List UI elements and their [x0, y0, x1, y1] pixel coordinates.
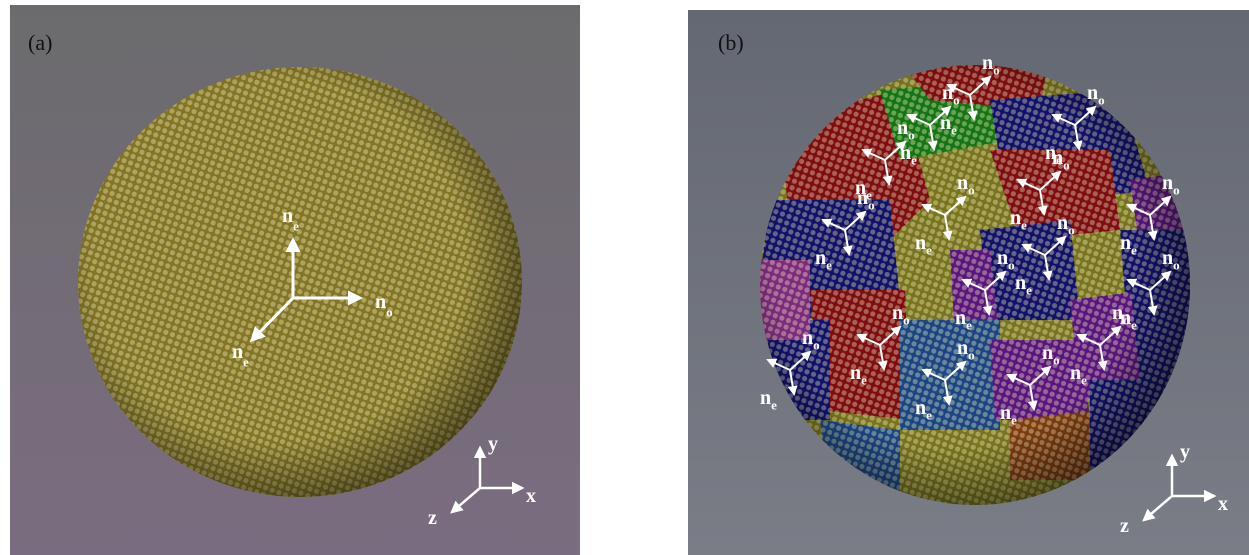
director-subscript: o [993, 62, 1000, 77]
director-symbol: n [897, 117, 908, 139]
director-subscript: o [903, 312, 910, 327]
director-symbol: n [1042, 342, 1053, 364]
director-subscript: o [1063, 157, 1070, 172]
director-symbol: n [232, 341, 243, 363]
director-subscript: o [1123, 312, 1130, 327]
director-symbol: n [1162, 172, 1173, 194]
sphere-a-shade [78, 67, 522, 497]
director-subscript: o [1068, 222, 1075, 237]
director-symbol: n [375, 291, 386, 313]
director-subscript: e [1081, 372, 1087, 387]
director-symbol: n [915, 232, 926, 254]
axis-label: x [526, 485, 536, 507]
panel-label: (b) [718, 30, 744, 55]
director-subscript: o [813, 337, 820, 352]
director-subscript: o [1098, 92, 1105, 107]
axis-label: z [1120, 515, 1129, 537]
director-subscript: o [1053, 352, 1060, 367]
director-symbol: n [815, 247, 826, 269]
director-symbol: n [850, 362, 861, 384]
director-subscript: e [1026, 282, 1032, 297]
director-symbol: n [892, 302, 903, 324]
director-subscript: e [826, 257, 832, 272]
director-symbol: n [997, 247, 1008, 269]
director-subscript: o [1173, 257, 1180, 272]
director-symbol: n [802, 327, 813, 349]
axis-label: y [1180, 441, 1190, 463]
axis-label: x [1218, 493, 1228, 515]
director-symbol: n [282, 205, 293, 227]
director-subscript: o [968, 182, 975, 197]
director-subscript: o [968, 347, 975, 362]
director-subscript: e [1011, 412, 1017, 427]
director-symbol: n [1112, 302, 1123, 324]
director-subscript: e [1021, 217, 1027, 232]
director-subscript: o [1173, 182, 1180, 197]
director-symbol: n [1052, 147, 1063, 169]
director-symbol: n [915, 397, 926, 419]
panel-label: (a) [28, 30, 52, 55]
director-symbol: n [942, 82, 953, 104]
axis-label: z [428, 507, 437, 529]
director-symbol: n [1057, 212, 1068, 234]
director-subscript: o [953, 92, 960, 107]
director-symbol: n [955, 307, 966, 329]
director-subscript: o [1008, 257, 1015, 272]
director-subscript: e [293, 218, 299, 233]
director-subscript: e [243, 354, 249, 369]
figure: (a) (b) nenonenonenonenonenonenonenoneno… [0, 0, 1249, 555]
director-subscript: e [771, 397, 777, 412]
director-symbol: n [1000, 402, 1011, 424]
director-subscript: o [868, 197, 875, 212]
director-subscript: e [966, 317, 972, 332]
director-subscript: e [926, 242, 932, 257]
director-symbol: n [1120, 232, 1131, 254]
director-symbol: n [760, 387, 771, 409]
director-subscript: e [951, 122, 957, 137]
director-subscript: e [926, 407, 932, 422]
director-subscript: e [1131, 242, 1137, 257]
director-subscript: e [1131, 317, 1137, 332]
director-symbol: n [1087, 82, 1098, 104]
director-symbol: n [957, 337, 968, 359]
director-symbol: n [1015, 272, 1026, 294]
director-subscript: e [911, 152, 917, 167]
director-symbol: n [857, 187, 868, 209]
director-subscript: o [386, 304, 393, 319]
director-subscript: o [908, 127, 915, 142]
director-symbol: n [957, 172, 968, 194]
axis-label: y [488, 433, 498, 455]
director-symbol: n [982, 52, 993, 74]
director-symbol: n [1070, 362, 1081, 384]
director-subscript: e [861, 372, 867, 387]
director-symbol: n [1010, 207, 1021, 229]
director-symbol: n [1162, 247, 1173, 269]
